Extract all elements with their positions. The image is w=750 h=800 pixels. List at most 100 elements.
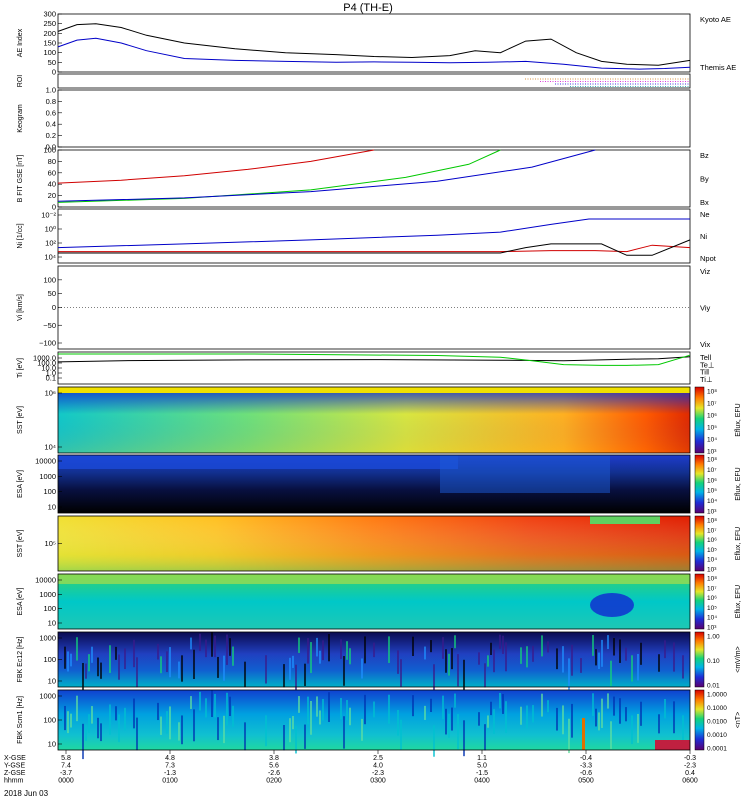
y-tick-label: 100 xyxy=(43,487,56,496)
esa-ion-upper xyxy=(58,574,690,584)
y-tick-label: 1000 xyxy=(39,472,56,481)
y-axis-label: FBK Ec12 [Hz] xyxy=(17,636,24,682)
sst-top-strip xyxy=(58,387,690,393)
spectral-stripe xyxy=(601,698,603,728)
y-tick-label: 0.0 xyxy=(46,143,56,152)
spectral-stripe xyxy=(319,650,321,664)
spectral-stripe xyxy=(346,641,348,660)
spectral-stripe xyxy=(223,715,225,744)
series-line-npot xyxy=(57,218,690,249)
sst-electron-shading xyxy=(58,393,690,453)
x-tick-label: 0400 xyxy=(474,778,490,785)
y-tick-label: 150 xyxy=(43,39,56,48)
legend-entry: Ti‖ xyxy=(700,368,709,377)
colorbar-label: Eflux, EFU xyxy=(735,467,742,500)
spectral-stripe xyxy=(343,716,345,749)
spectral-stripe xyxy=(571,703,573,738)
spectral-stripe xyxy=(316,696,318,717)
x-tick-label: -3.7 xyxy=(60,770,72,777)
spectral-stripe xyxy=(166,711,168,734)
colorbar-tick-label: 10⁶ xyxy=(707,477,717,484)
y-tick-label: 100 xyxy=(43,716,56,725)
spectral-stripe xyxy=(115,706,117,721)
esa-ion-blob xyxy=(590,593,634,617)
spectral-stripe xyxy=(214,693,216,718)
spectral-stripe xyxy=(502,635,504,654)
spectral-stripe xyxy=(340,639,342,659)
spectral-stripe xyxy=(310,642,312,674)
y-tick-label: 0.2 xyxy=(46,131,56,140)
spectral-stripe xyxy=(328,692,330,722)
fbk-ec12-stripes xyxy=(64,632,684,696)
spectral-stripe xyxy=(463,720,465,757)
spectral-stripe xyxy=(166,651,168,673)
spectral-stripe xyxy=(526,705,528,729)
x-axis-row-label: hhmm xyxy=(4,778,24,785)
y-tick-label: 10 xyxy=(48,619,56,628)
spectral-stripe xyxy=(673,701,675,734)
sst-ion-shading xyxy=(58,516,690,571)
spectrogram-panels xyxy=(58,387,690,760)
spectral-stripe xyxy=(82,723,84,760)
spectral-stripe xyxy=(193,649,195,680)
panel-13: FBK Scm1 [Hz] 1000 100 10 xyxy=(17,689,691,751)
y-tick-label: 20 xyxy=(48,191,56,200)
y-tick-label: 0.8 xyxy=(46,97,56,106)
colorbar-tick-label: 10⁶ xyxy=(707,595,717,602)
spectral-stripe xyxy=(490,642,492,655)
legend-entry: Ti⊥ xyxy=(700,375,713,384)
spectral-stripe xyxy=(484,663,486,688)
spectral-stripe xyxy=(400,719,402,750)
legend-entry: Viz xyxy=(700,267,711,276)
x-tick-label: 3.8 xyxy=(269,755,279,762)
spectral-stripe xyxy=(190,696,192,709)
spectral-stripe xyxy=(100,723,102,742)
spectral-stripe xyxy=(181,715,183,745)
colorbar-tick-label: 1.00 xyxy=(707,634,720,641)
spectral-stripe xyxy=(451,707,453,731)
spectral-stripe xyxy=(223,655,225,681)
spectral-stripe xyxy=(631,655,633,682)
spectral-stripe xyxy=(598,712,600,731)
spectral-stripe xyxy=(265,715,267,747)
spectral-stripe xyxy=(118,714,120,743)
spectral-stripe xyxy=(448,653,450,676)
spectral-stripe xyxy=(178,722,180,741)
spectral-stripe xyxy=(682,715,684,741)
spectral-stripe xyxy=(541,635,543,657)
spectral-stripe xyxy=(289,657,291,680)
y-tick-label: 10⁰ xyxy=(45,225,56,234)
series-line-by xyxy=(57,149,501,203)
spectral-stripe xyxy=(100,662,102,679)
spectral-stripe xyxy=(637,653,639,681)
colorbar-tick-label: 10⁸ xyxy=(707,389,717,396)
spectral-stripe xyxy=(229,696,231,717)
spectral-stripe xyxy=(388,694,390,724)
spectral-stripe xyxy=(580,718,582,735)
spectral-stripe xyxy=(424,705,426,720)
panel-frame xyxy=(57,13,691,73)
x-tick-label: 5.6 xyxy=(269,763,279,770)
spectral-stripe xyxy=(364,636,366,664)
y-tick-label: 40 xyxy=(48,180,56,189)
spectral-stripe xyxy=(283,664,285,688)
colorbar xyxy=(694,386,705,454)
y-tick-label: 0 xyxy=(52,68,56,77)
panel-9: ESA [eV] 10000 1000 100 10 xyxy=(17,454,691,514)
spectral-stripe xyxy=(397,710,399,736)
spectral-stripe xyxy=(463,659,465,693)
colorbar-tick-label: 10⁴ xyxy=(707,615,717,622)
spectral-stripe xyxy=(76,637,78,661)
spectral-stripe xyxy=(289,718,291,743)
spectral-stripe xyxy=(115,646,117,660)
y-tick-label: 100 xyxy=(43,146,56,155)
y-tick-label: 50 xyxy=(48,58,56,67)
x-tick-label: -0.4 xyxy=(580,755,592,762)
spectral-stripe xyxy=(67,651,69,672)
legend-entry: Ni xyxy=(700,232,707,241)
panel-4: B FIT GSE [nT] 0 20 40 60 80 100 Bz By Bx xyxy=(17,146,709,212)
y-axis-label: Ti [eV] xyxy=(17,358,24,378)
spectral-stripe xyxy=(532,705,534,723)
